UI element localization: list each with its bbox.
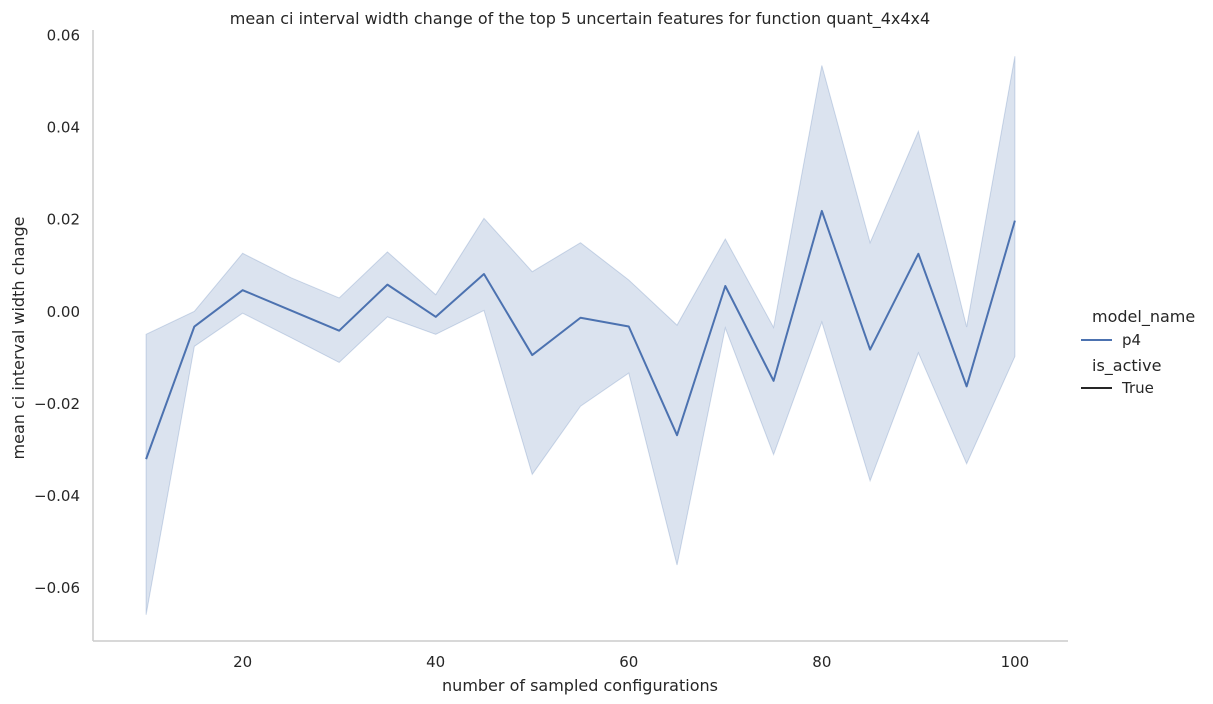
y-tick-label: 0.02 [47,211,80,229]
data-point [580,317,582,319]
x-tick-label: 40 [426,653,445,671]
series-line-p4 [145,209,1016,460]
chart-title: mean ci interval width change of the top… [230,9,930,29]
data-point [1014,220,1016,222]
x-ticks: 20 40 60 80 100 [233,653,1029,671]
data-point [773,380,775,382]
data-point [531,354,533,356]
data-point [869,349,871,351]
x-axis-label: number of sampled configurations [442,676,718,695]
x-tick-label: 60 [619,653,638,671]
y-axis-label: mean ci interval width change [9,217,28,460]
plot-area [145,56,1016,615]
x-tick-label: 100 [1001,653,1030,671]
data-point [290,309,292,311]
x-tick-label: 20 [233,653,252,671]
data-point [821,210,823,212]
y-tick-label: 0.06 [47,27,80,45]
y-ticks: −0.06 −0.04 −0.02 0.00 0.02 0.04 0.06 [34,27,80,598]
x-tick-label: 80 [812,653,831,671]
data-point [724,285,726,287]
y-tick-label: 0.04 [47,119,80,137]
data-point [145,458,147,460]
data-point [628,326,630,328]
data-point [435,316,437,318]
y-tick-label: −0.06 [34,579,80,597]
legend-entry-true: True [1121,379,1154,397]
ci-band-p4 [145,56,1016,615]
data-point [676,434,678,436]
data-point [386,284,388,286]
data-point [483,273,485,275]
y-tick-label: −0.02 [34,395,80,413]
data-point [193,326,195,328]
y-tick-label: −0.04 [34,487,80,505]
y-tick-label: 0.00 [47,303,80,321]
data-point [966,385,968,387]
legend-style-title: is_active [1092,356,1161,376]
legend: model_name p4 is_active True [1081,307,1195,397]
data-point [242,289,244,291]
data-point [338,330,340,332]
legend-hue-title: model_name [1092,307,1195,327]
data-point [917,253,919,255]
legend-entry-p4: p4 [1122,331,1141,349]
